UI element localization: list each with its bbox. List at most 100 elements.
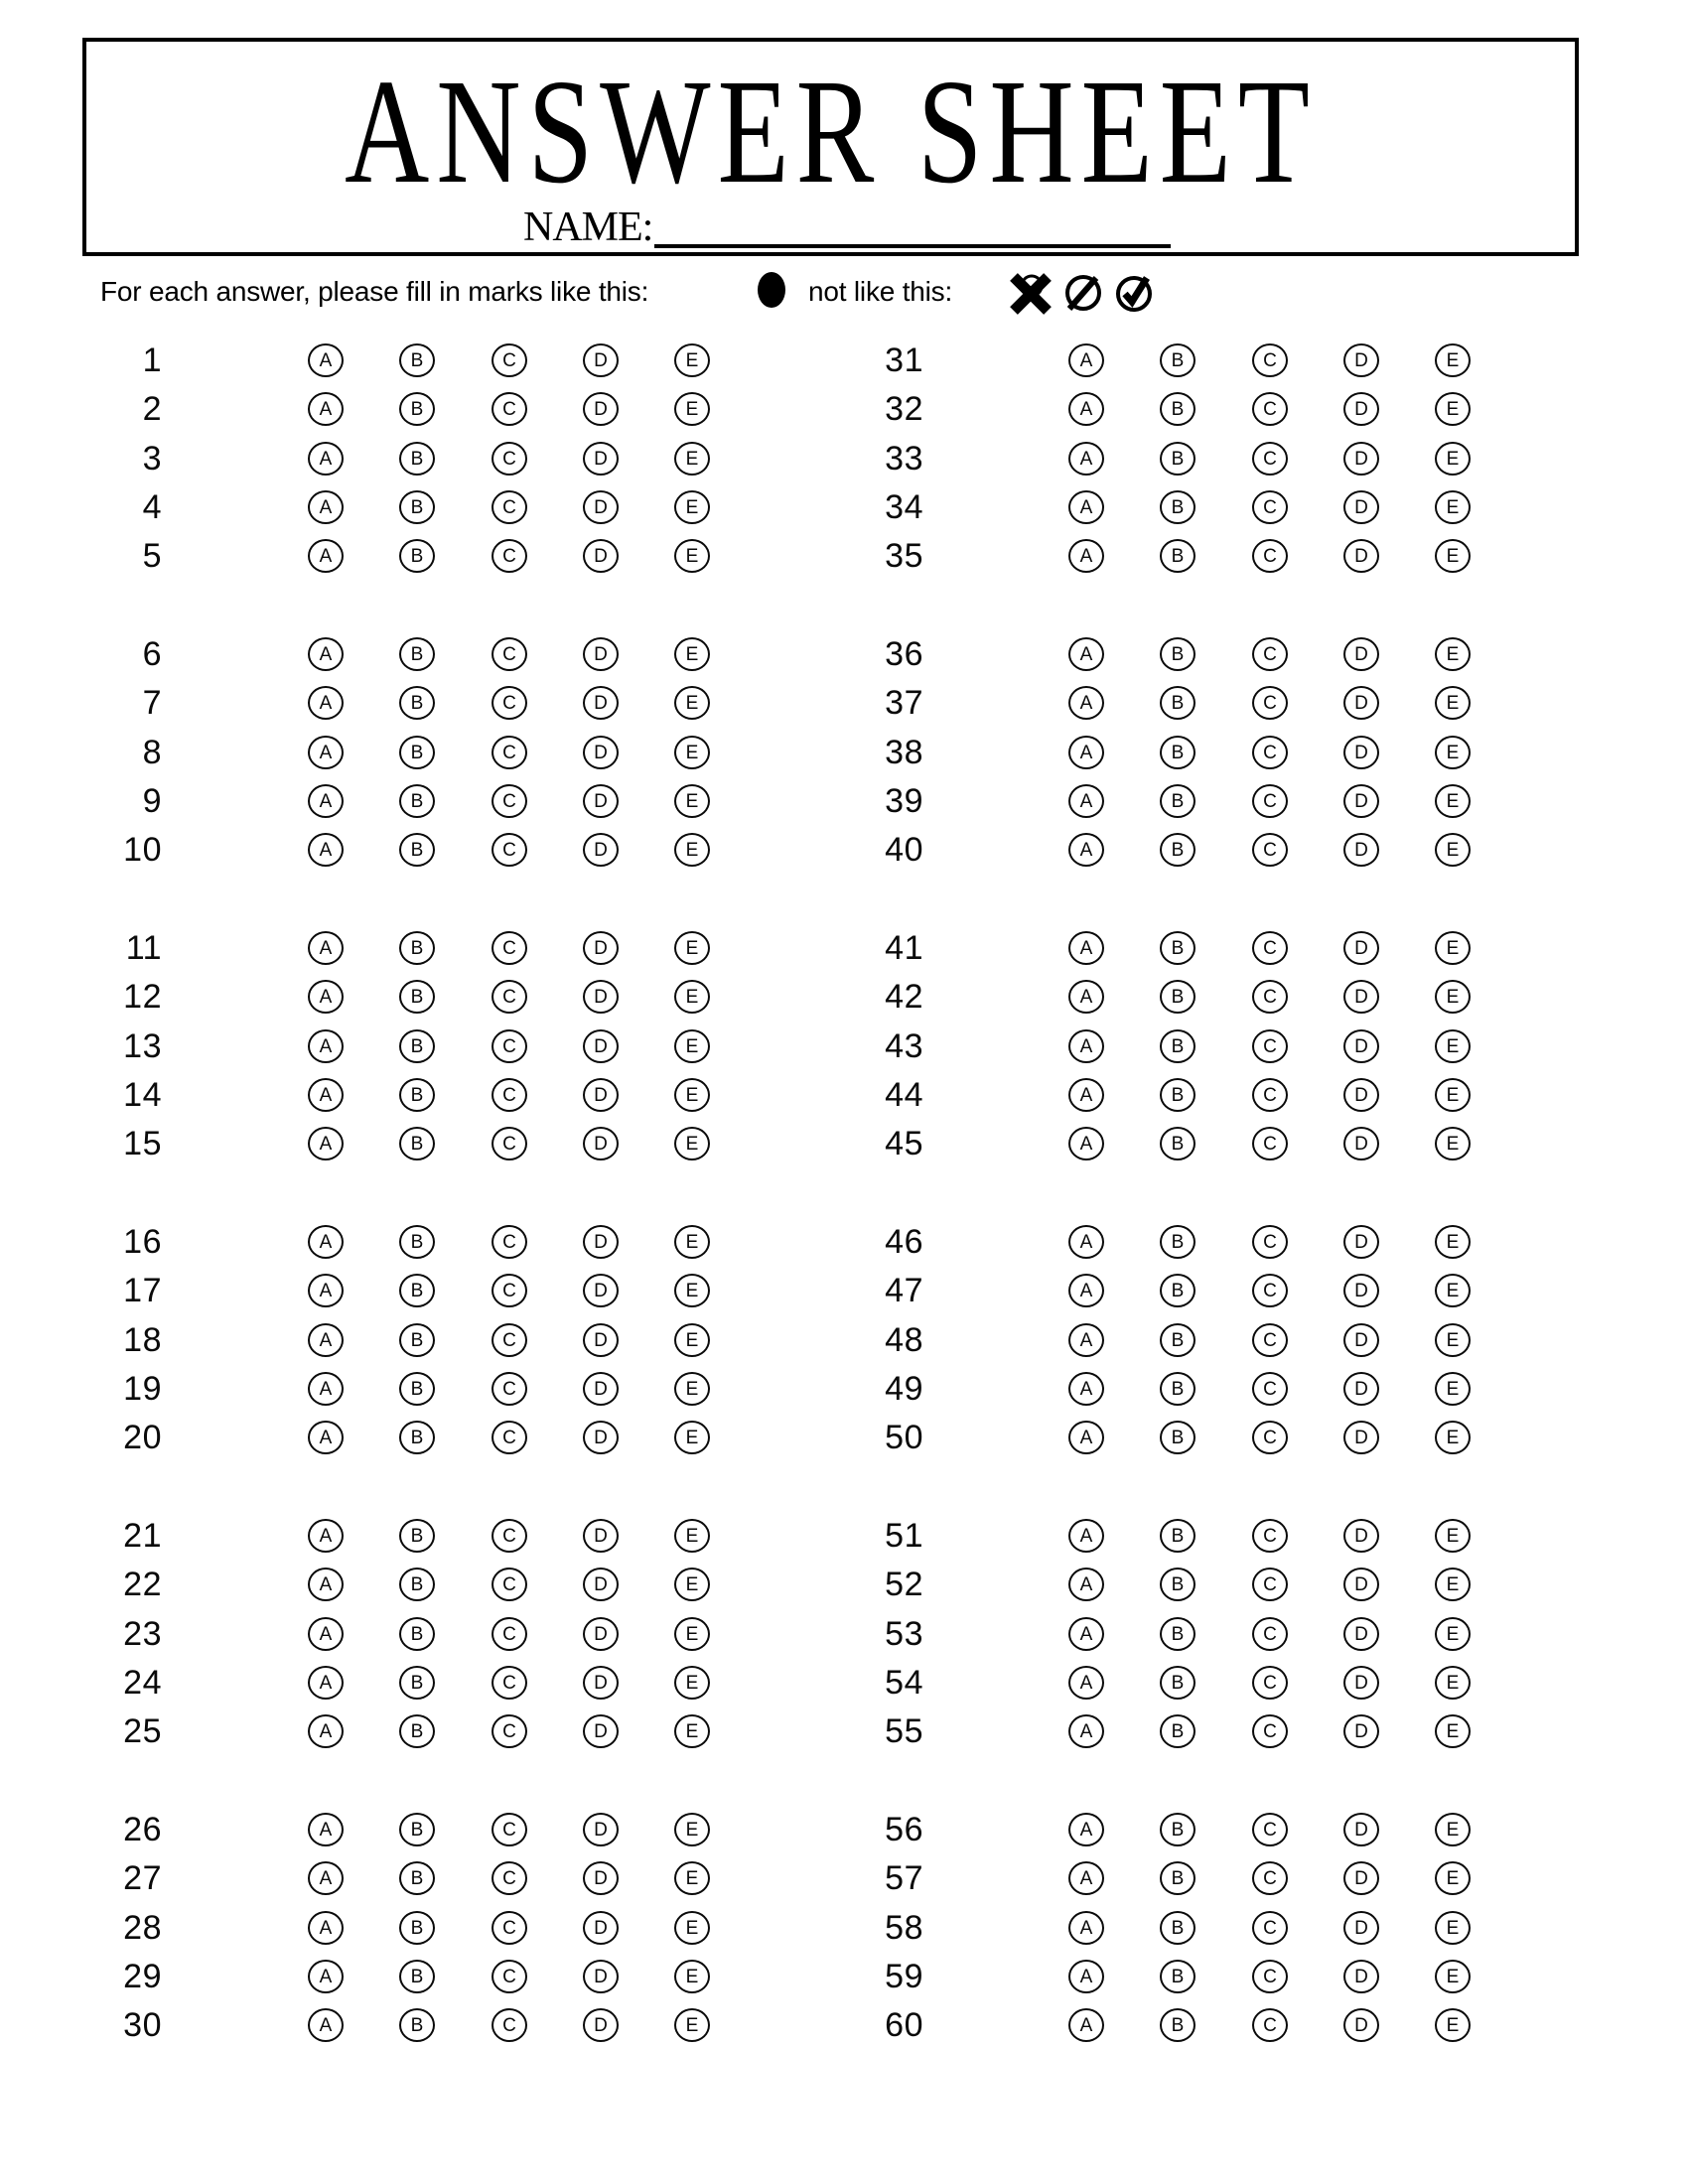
bubble-21-E[interactable]: E xyxy=(674,1519,710,1553)
bubble-60-D[interactable]: D xyxy=(1343,2008,1379,2042)
bubble-25-E[interactable]: E xyxy=(674,1714,710,1748)
bubble-55-E[interactable]: E xyxy=(1435,1714,1471,1748)
bubble-58-A[interactable]: A xyxy=(1068,1911,1104,1945)
bubble-40-E[interactable]: E xyxy=(1435,833,1471,867)
bubble-18-D[interactable]: D xyxy=(583,1323,619,1357)
bubble-60-E[interactable]: E xyxy=(1435,2008,1471,2042)
bubble-30-D[interactable]: D xyxy=(583,2008,619,2042)
bubble-52-B[interactable]: B xyxy=(1160,1568,1196,1601)
bubble-55-B[interactable]: B xyxy=(1160,1714,1196,1748)
bubble-55-D[interactable]: D xyxy=(1343,1714,1379,1748)
bubble-16-A[interactable]: A xyxy=(308,1225,344,1259)
bubble-43-B[interactable]: B xyxy=(1160,1029,1196,1063)
bubble-7-C[interactable]: C xyxy=(492,686,527,720)
bubble-57-D[interactable]: D xyxy=(1343,1861,1379,1895)
bubble-8-D[interactable]: D xyxy=(583,736,619,769)
bubble-25-A[interactable]: A xyxy=(308,1714,344,1748)
bubble-24-C[interactable]: C xyxy=(492,1666,527,1700)
bubble-37-D[interactable]: D xyxy=(1343,686,1379,720)
bubble-5-E[interactable]: E xyxy=(674,539,710,573)
bubble-11-D[interactable]: D xyxy=(583,931,619,965)
bubble-37-E[interactable]: E xyxy=(1435,686,1471,720)
bubble-6-C[interactable]: C xyxy=(492,637,527,671)
bubble-47-E[interactable]: E xyxy=(1435,1274,1471,1307)
bubble-21-B[interactable]: B xyxy=(399,1519,435,1553)
bubble-46-E[interactable]: E xyxy=(1435,1225,1471,1259)
bubble-58-C[interactable]: C xyxy=(1252,1911,1288,1945)
bubble-3-C[interactable]: C xyxy=(492,442,527,476)
bubble-47-C[interactable]: C xyxy=(1252,1274,1288,1307)
bubble-10-E[interactable]: E xyxy=(674,833,710,867)
bubble-3-B[interactable]: B xyxy=(399,442,435,476)
bubble-34-D[interactable]: D xyxy=(1343,490,1379,524)
bubble-20-D[interactable]: D xyxy=(583,1421,619,1454)
bubble-14-E[interactable]: E xyxy=(674,1078,710,1112)
bubble-34-A[interactable]: A xyxy=(1068,490,1104,524)
bubble-27-E[interactable]: E xyxy=(674,1861,710,1895)
bubble-3-E[interactable]: E xyxy=(674,442,710,476)
bubble-2-B[interactable]: B xyxy=(399,392,435,426)
bubble-41-D[interactable]: D xyxy=(1343,931,1379,965)
bubble-39-C[interactable]: C xyxy=(1252,784,1288,818)
bubble-12-D[interactable]: D xyxy=(583,980,619,1014)
bubble-21-D[interactable]: D xyxy=(583,1519,619,1553)
bubble-31-E[interactable]: E xyxy=(1435,343,1471,377)
bubble-35-C[interactable]: C xyxy=(1252,539,1288,573)
bubble-54-C[interactable]: C xyxy=(1252,1666,1288,1700)
bubble-44-B[interactable]: B xyxy=(1160,1078,1196,1112)
bubble-49-A[interactable]: A xyxy=(1068,1372,1104,1406)
bubble-12-B[interactable]: B xyxy=(399,980,435,1014)
bubble-15-B[interactable]: B xyxy=(399,1127,435,1160)
bubble-54-A[interactable]: A xyxy=(1068,1666,1104,1700)
bubble-19-A[interactable]: A xyxy=(308,1372,344,1406)
bubble-31-A[interactable]: A xyxy=(1068,343,1104,377)
bubble-58-D[interactable]: D xyxy=(1343,1911,1379,1945)
bubble-42-B[interactable]: B xyxy=(1160,980,1196,1014)
bubble-38-E[interactable]: E xyxy=(1435,736,1471,769)
bubble-6-B[interactable]: B xyxy=(399,637,435,671)
bubble-32-A[interactable]: A xyxy=(1068,392,1104,426)
bubble-29-B[interactable]: B xyxy=(399,1960,435,1993)
bubble-30-E[interactable]: E xyxy=(674,2008,710,2042)
bubble-48-A[interactable]: A xyxy=(1068,1323,1104,1357)
bubble-59-A[interactable]: A xyxy=(1068,1960,1104,1993)
bubble-12-E[interactable]: E xyxy=(674,980,710,1014)
bubble-54-B[interactable]: B xyxy=(1160,1666,1196,1700)
bubble-35-D[interactable]: D xyxy=(1343,539,1379,573)
bubble-23-D[interactable]: D xyxy=(583,1617,619,1651)
bubble-8-A[interactable]: A xyxy=(308,736,344,769)
bubble-26-E[interactable]: E xyxy=(674,1813,710,1846)
bubble-19-C[interactable]: C xyxy=(492,1372,527,1406)
bubble-23-A[interactable]: A xyxy=(308,1617,344,1651)
bubble-49-E[interactable]: E xyxy=(1435,1372,1471,1406)
bubble-3-A[interactable]: A xyxy=(308,442,344,476)
bubble-57-B[interactable]: B xyxy=(1160,1861,1196,1895)
bubble-12-A[interactable]: A xyxy=(308,980,344,1014)
bubble-27-D[interactable]: D xyxy=(583,1861,619,1895)
bubble-48-C[interactable]: C xyxy=(1252,1323,1288,1357)
name-input-line[interactable] xyxy=(654,242,1172,248)
bubble-58-E[interactable]: E xyxy=(1435,1911,1471,1945)
bubble-50-A[interactable]: A xyxy=(1068,1421,1104,1454)
bubble-13-B[interactable]: B xyxy=(399,1029,435,1063)
bubble-46-B[interactable]: B xyxy=(1160,1225,1196,1259)
bubble-52-C[interactable]: C xyxy=(1252,1568,1288,1601)
bubble-52-E[interactable]: E xyxy=(1435,1568,1471,1601)
bubble-48-B[interactable]: B xyxy=(1160,1323,1196,1357)
bubble-50-C[interactable]: C xyxy=(1252,1421,1288,1454)
bubble-23-B[interactable]: B xyxy=(399,1617,435,1651)
bubble-28-E[interactable]: E xyxy=(674,1911,710,1945)
bubble-29-C[interactable]: C xyxy=(492,1960,527,1993)
bubble-39-E[interactable]: E xyxy=(1435,784,1471,818)
bubble-26-C[interactable]: C xyxy=(492,1813,527,1846)
bubble-11-E[interactable]: E xyxy=(674,931,710,965)
bubble-26-D[interactable]: D xyxy=(583,1813,619,1846)
bubble-27-C[interactable]: C xyxy=(492,1861,527,1895)
bubble-32-E[interactable]: E xyxy=(1435,392,1471,426)
bubble-24-A[interactable]: A xyxy=(308,1666,344,1700)
bubble-44-C[interactable]: C xyxy=(1252,1078,1288,1112)
bubble-49-D[interactable]: D xyxy=(1343,1372,1379,1406)
bubble-38-B[interactable]: B xyxy=(1160,736,1196,769)
bubble-30-A[interactable]: A xyxy=(308,2008,344,2042)
bubble-1-A[interactable]: A xyxy=(308,343,344,377)
